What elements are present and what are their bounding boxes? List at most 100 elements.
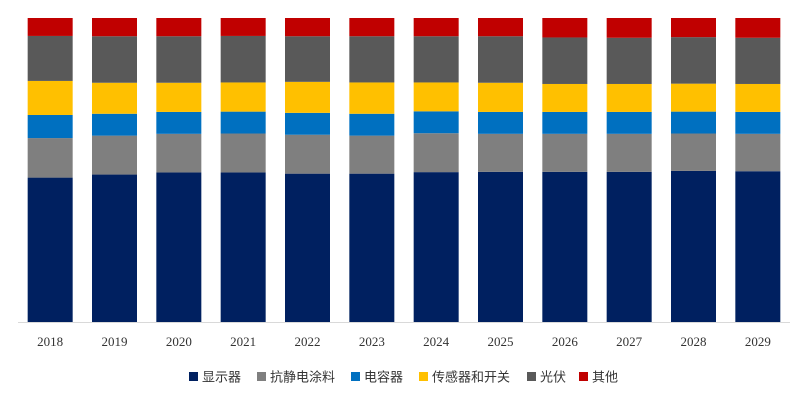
legend-swatch <box>257 372 266 381</box>
legend-label: 传感器和开关 <box>432 370 510 386</box>
bar-segment-2027-series-5 <box>606 18 652 38</box>
x-tick-label: 2022 <box>295 334 321 349</box>
bar-segment-2025-series-4 <box>478 36 523 83</box>
bar-segment-2022-series-2 <box>285 112 330 135</box>
x-tick-labels: 2018 2019 2020 2021 2022 2023 2024 2025 2026 2027… <box>37 334 771 349</box>
bar-segment-2024-series-0 <box>413 172 459 322</box>
bar-segment-2026-series-0 <box>542 171 588 322</box>
bar-segment-2019-series-1 <box>92 135 137 175</box>
bar-segment-2023-series-2 <box>349 113 395 136</box>
bar-segment-2026-series-4 <box>542 37 588 84</box>
legend-item-0: 显示器 <box>189 371 241 386</box>
bar-segment-2022-series-4 <box>285 36 330 82</box>
bar-segment-2018-series-4 <box>27 35 73 81</box>
bar-segment-2024-series-4 <box>413 36 459 83</box>
bar-segment-2023-series-3 <box>349 82 395 114</box>
legend-label: 电容器 <box>364 370 403 386</box>
bar-segment-2022-series-1 <box>285 134 330 174</box>
bar-segment-2027-series-2 <box>606 111 652 134</box>
bar-segment-2026-series-5 <box>542 18 588 38</box>
bar-segment-2020-series-2 <box>156 111 202 134</box>
bar-segment-2028-series-2 <box>671 111 716 134</box>
bar-segment-2028-series-4 <box>671 37 716 84</box>
bar-segment-2028-series-3 <box>671 83 716 112</box>
bar-segment-2026-series-3 <box>542 83 588 112</box>
bar-segment-2018-series-1 <box>27 138 73 178</box>
x-tick-label: 2024 <box>423 334 450 349</box>
bar-segment-2019-series-4 <box>92 36 137 83</box>
legend-item-5: 其他 <box>579 371 618 386</box>
bar-segment-2029-series-3 <box>735 83 781 112</box>
bar-segment-2025-series-1 <box>478 133 523 172</box>
bar-segment-2019-series-3 <box>92 82 137 114</box>
bar-segment-2028-series-0 <box>671 170 716 322</box>
bar-segment-2018-series-3 <box>27 80 73 115</box>
bar-segment-2028-series-5 <box>671 18 716 38</box>
x-tick-label: 2025 <box>488 334 514 349</box>
bar-segment-2023-series-5 <box>349 18 395 37</box>
bar-segment-2029-series-5 <box>735 18 781 38</box>
bar-segment-2021-series-1 <box>220 133 266 173</box>
legend: 显示器 抗静电涂料 电容器 传感器和开关 光伏 其他 <box>189 370 618 386</box>
bar-segment-2020-series-0 <box>156 172 202 322</box>
bar-segment-2023-series-1 <box>349 135 395 174</box>
bar-segment-2027-series-0 <box>606 171 652 322</box>
bar-segment-2021-series-3 <box>220 82 266 112</box>
legend-item-1: 抗静电涂料 <box>257 370 335 386</box>
x-tick-label: 2021 <box>230 334 256 349</box>
bar-segment-2024-series-2 <box>413 111 459 134</box>
bar-segment-2021-series-5 <box>220 18 266 36</box>
bar-segment-2027-series-1 <box>606 133 652 172</box>
bar-segment-2025-series-0 <box>478 171 523 322</box>
bar-segment-2023-series-4 <box>349 36 395 83</box>
bar-segment-2021-series-4 <box>220 35 266 83</box>
x-tick-label: 2029 <box>745 334 771 349</box>
bar-segment-2018-series-5 <box>27 18 73 36</box>
legend-label: 显示器 <box>202 371 241 386</box>
legend-item-2: 电容器 <box>351 370 403 386</box>
bar-segment-2025-series-2 <box>478 111 523 134</box>
bar-segment-2026-series-1 <box>542 133 588 172</box>
bar-segment-2020-series-3 <box>156 82 202 112</box>
x-tick-label: 2020 <box>166 334 192 349</box>
bars-layer <box>27 18 781 322</box>
bar-segment-2023-series-0 <box>349 173 395 322</box>
bar-segment-2022-series-3 <box>285 81 330 113</box>
bar-segment-2022-series-5 <box>285 18 330 37</box>
bar-segment-2018-series-0 <box>27 177 73 322</box>
legend-swatch <box>527 372 536 381</box>
bar-segment-2029-series-0 <box>735 171 781 322</box>
bar-segment-2020-series-5 <box>156 18 202 37</box>
bar-segment-2025-series-3 <box>478 82 523 112</box>
bar-segment-2019-series-5 <box>92 18 137 37</box>
bar-segment-2021-series-0 <box>220 172 266 322</box>
bar-segment-2020-series-1 <box>156 133 202 173</box>
bar-segment-2019-series-2 <box>92 113 137 136</box>
bar-segment-2025-series-5 <box>478 18 523 37</box>
bar-segment-2027-series-4 <box>606 37 652 84</box>
bar-segment-2024-series-3 <box>413 82 459 112</box>
bar-segment-2024-series-5 <box>413 18 459 37</box>
legend-swatch <box>351 372 360 381</box>
bar-segment-2029-series-1 <box>735 133 781 172</box>
bar-segment-2018-series-2 <box>27 114 73 139</box>
bar-segment-2028-series-1 <box>671 133 716 171</box>
bar-segment-2020-series-4 <box>156 36 202 83</box>
bar-segment-2024-series-1 <box>413 133 459 173</box>
legend-swatch <box>419 372 428 381</box>
bar-segment-2022-series-0 <box>285 173 330 322</box>
x-tick-label: 2028 <box>681 334 707 349</box>
bar-segment-2021-series-2 <box>220 111 266 134</box>
x-tick-label: 2019 <box>102 334 128 349</box>
legend-label: 光伏 <box>540 371 566 386</box>
x-tick-label: 2027 <box>616 334 643 349</box>
legend-swatch <box>189 372 198 381</box>
legend-item-3: 传感器和开关 <box>419 370 510 386</box>
bar-segment-2029-series-4 <box>735 37 781 84</box>
legend-item-4: 光伏 <box>527 371 566 386</box>
bar-segment-2019-series-0 <box>92 174 137 322</box>
x-tick-label: 2018 <box>37 334 63 349</box>
legend-label: 其他 <box>592 371 618 386</box>
bar-segment-2027-series-3 <box>606 83 652 112</box>
